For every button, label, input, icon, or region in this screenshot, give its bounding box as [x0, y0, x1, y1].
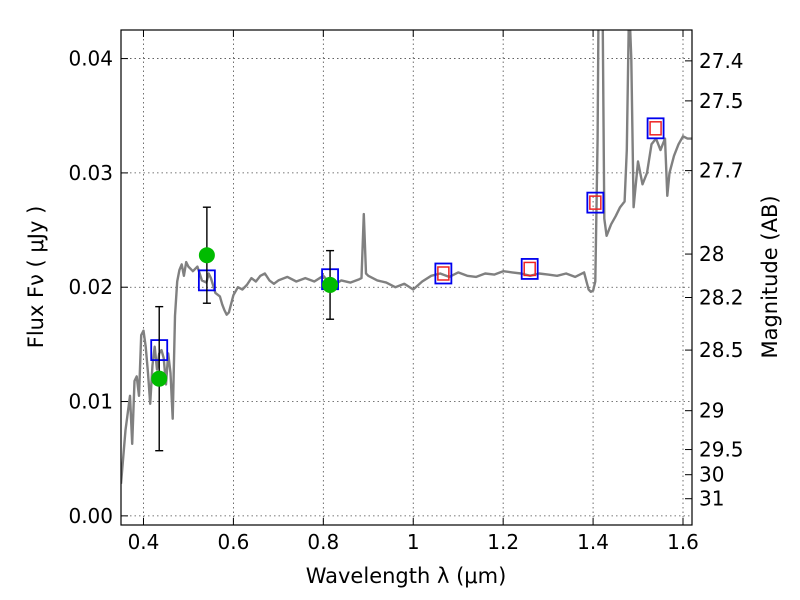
plot-frame [120, 29, 693, 526]
plot-area [121, 30, 692, 484]
mag-tick-label: 27.7 [699, 159, 744, 183]
grid [121, 30, 692, 525]
mag-tick-label: 30 [699, 463, 724, 487]
mag-tick-label: 27.4 [699, 49, 744, 73]
x-tick-label: 1 [407, 530, 420, 554]
mag-tick-label: 28.2 [699, 286, 744, 310]
mag-tick-label: 28.5 [699, 338, 744, 362]
x-tick-label: 0.8 [307, 530, 339, 554]
y-tick-label: 0.01 [68, 390, 113, 414]
x-tick-label: 0.6 [217, 530, 249, 554]
y-tick-label: 0.03 [68, 161, 113, 185]
model-photometry-marker [646, 117, 665, 140]
spectrum-line [121, 30, 692, 484]
detection-point [198, 247, 215, 264]
y-tick-label: 0.04 [68, 47, 113, 71]
mag-tick-label: 28 [699, 242, 724, 266]
detection-point [322, 276, 339, 293]
mag-tick-label: 27.5 [699, 89, 744, 113]
x-tick-label: 1.6 [667, 530, 699, 554]
x-tick-label: 1.2 [487, 530, 519, 554]
x-axis-label: Wavelength λ (μm) [306, 564, 507, 588]
mag-tick-label: 31 [699, 487, 724, 511]
mag-tick-label: 29.5 [699, 438, 744, 462]
y-axis-label-right: Magnitude (AB) [758, 195, 782, 358]
observed-photometry-marker [437, 266, 450, 281]
detection-point [151, 370, 168, 387]
ticks: 0.4 0.6 0.8 1 1.2 1.4 1.6 0.00 0.01 0.02 0.03 0.04 2… [68, 30, 744, 554]
observed-photometry-marker [589, 195, 602, 210]
y-axis-label: Flux Fν ( μJy ) [24, 206, 48, 349]
x-tick-label: 0.4 [128, 530, 160, 554]
observed-photometry-marker [649, 121, 662, 136]
observed-photometry-marker [523, 261, 536, 277]
model-photometry-marker [434, 262, 453, 285]
model-photometry-marker [520, 258, 539, 280]
y-tick-label: 0.02 [68, 275, 113, 299]
x-tick-label: 1.4 [577, 530, 609, 554]
model-photometry-marker [586, 191, 605, 214]
mag-tick-label: 29 [699, 399, 724, 423]
y-tick-label: 0.00 [68, 504, 113, 528]
